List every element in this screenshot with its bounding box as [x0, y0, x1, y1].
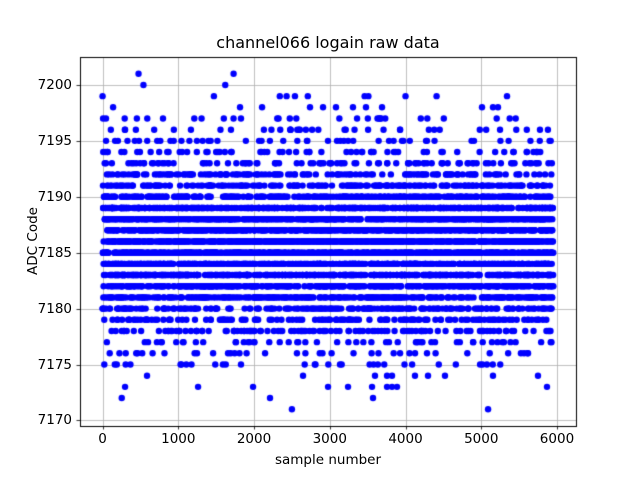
x-tick-label: 6000 — [539, 431, 575, 447]
x-tick-label: 5000 — [464, 431, 499, 447]
y-tick-label: 7175 — [37, 356, 72, 373]
y-tick-label: 7170 — [37, 412, 72, 429]
x-tick-label: 0 — [98, 431, 107, 447]
chart-title: channel066 logain raw data — [216, 33, 440, 52]
y-tick-label: 7200 — [37, 76, 72, 93]
y-axis-label: ADC Code — [25, 207, 41, 275]
y-tick-label: 7195 — [37, 132, 72, 149]
x-tick-label: 3000 — [312, 431, 347, 447]
y-tick-label: 7185 — [37, 244, 72, 261]
x-tick-label: 4000 — [388, 431, 423, 447]
x-tick-label: 1000 — [161, 431, 196, 447]
x-tick-label: 2000 — [236, 431, 272, 447]
x-axis-label: sample number — [274, 452, 382, 468]
y-tick-label: 7190 — [37, 188, 72, 205]
y-tick-label: 7180 — [37, 300, 72, 317]
